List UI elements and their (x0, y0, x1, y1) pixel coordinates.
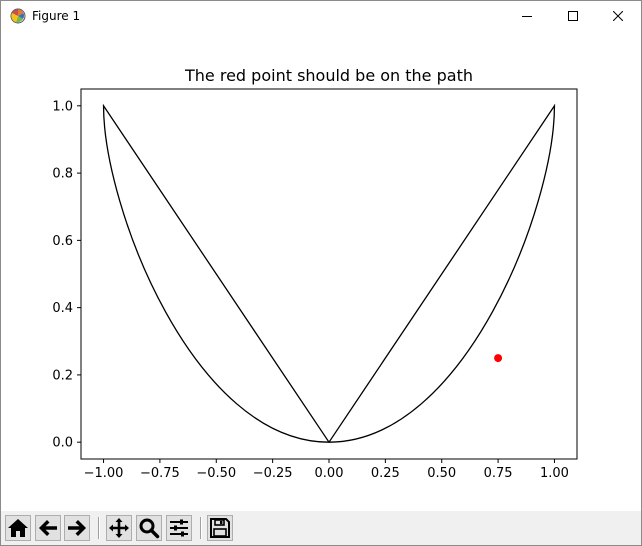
home-icon (8, 519, 28, 537)
x-tick-label: −0.25 (253, 466, 293, 481)
x-tick-label: −0.75 (140, 466, 180, 481)
path-line (102, 103, 556, 443)
y-tick-label: 1.0 (52, 99, 73, 114)
minimize-icon (522, 16, 532, 17)
arrow-left-icon (39, 520, 57, 536)
x-tick-label: 0.50 (427, 466, 456, 481)
y-axis: 0.0 0.2 0.4 0.6 0.8 1.0 (52, 99, 81, 451)
y-tick-label: 0.6 (52, 234, 73, 249)
arrow-right-icon (68, 520, 86, 536)
minimize-button[interactable] (504, 1, 550, 31)
save-button[interactable] (207, 515, 233, 541)
x-tick-label: −0.50 (196, 466, 236, 481)
navigation-toolbar (1, 511, 641, 545)
x-tick-label: 0.75 (484, 466, 513, 481)
figure-canvas[interactable]: The red point should be on the path −1.0… (1, 31, 641, 511)
plot-svg: The red point should be on the path −1.0… (52, 66, 578, 481)
toolbar-separator (200, 517, 202, 539)
y-tick-label: 0.4 (52, 301, 73, 316)
matplotlib-logo-icon (10, 8, 26, 24)
window-title: Figure 1 (32, 9, 81, 23)
close-icon (613, 11, 623, 21)
toolbar-separator (98, 517, 100, 539)
x-axis: −1.00 −0.75 −0.50 −0.25 0.00 0.25 0.50 0.75 1.00 (84, 459, 569, 481)
zoom-button[interactable] (136, 515, 162, 541)
floppy-disk-icon (210, 518, 230, 538)
close-button[interactable] (595, 1, 641, 31)
x-tick-label: −1.00 (84, 466, 124, 481)
back-button[interactable] (35, 515, 61, 541)
maximize-button[interactable] (550, 1, 596, 31)
chart-title: The red point should be on the path (184, 66, 473, 85)
axes-frame (80, 88, 578, 460)
home-button[interactable] (5, 515, 31, 541)
y-tick-label: 0.2 (52, 368, 73, 383)
x-tick-label: 0.25 (371, 466, 400, 481)
x-tick-label: 1.00 (540, 466, 569, 481)
configure-subplots-button[interactable] (166, 515, 192, 541)
sliders-icon (170, 519, 188, 537)
maximize-icon (568, 11, 578, 21)
magnifier-icon (139, 518, 160, 539)
title-bar[interactable]: Figure 1 (1, 1, 641, 31)
y-tick-label: 0.0 (52, 436, 73, 451)
move-icon (109, 518, 129, 538)
plot-content (102, 103, 556, 443)
x-tick-label: 0.00 (315, 466, 344, 481)
pan-button[interactable] (106, 515, 132, 541)
forward-button[interactable] (64, 515, 90, 541)
y-tick-label: 0.8 (52, 167, 73, 182)
red-point-marker (494, 354, 503, 363)
